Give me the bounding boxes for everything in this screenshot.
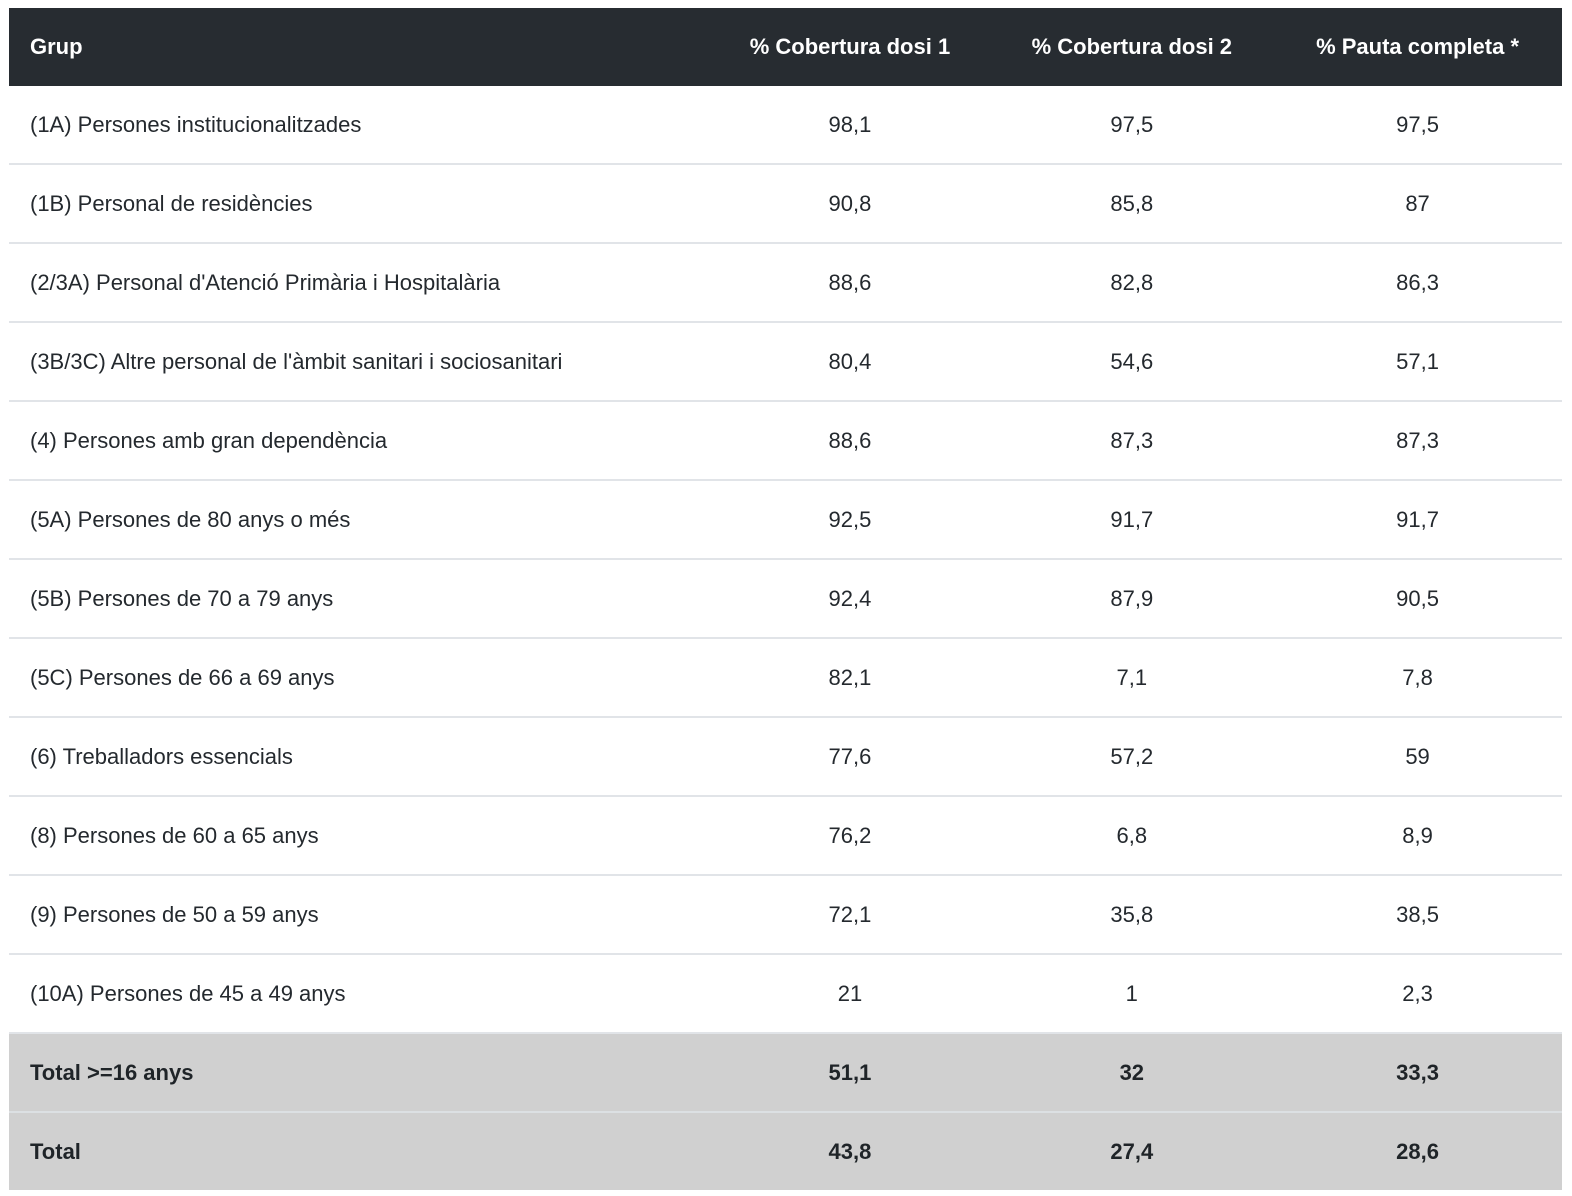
table-row: (1A) Persones institucionalitzades 98,1 97… <box>9 86 1562 165</box>
value-cell-dosi2: 87,9 <box>990 559 1274 639</box>
value-cell-dosi1: 51,1 <box>709 1033 991 1113</box>
table-row: (5B) Persones de 70 a 79 anys 92,4 87,9 90,… <box>9 559 1562 639</box>
value-cell-dosi2: 91,7 <box>990 480 1274 560</box>
value-cell-dosi2: 54,6 <box>990 322 1274 402</box>
value-cell-pauta: 57,1 <box>1273 322 1562 402</box>
table-body: (1A) Persones institucionalitzades 98,1 97… <box>9 86 1562 1190</box>
value-cell-dosi1: 21 <box>709 954 991 1034</box>
table-row: (4) Persones amb gran dependència 88,6 87,… <box>9 401 1562 481</box>
value-cell-dosi1: 92,5 <box>709 480 991 560</box>
value-cell-dosi1: 77,6 <box>709 717 991 797</box>
value-cell-pauta: 7,8 <box>1273 638 1562 718</box>
table-row: (9) Persones de 50 a 59 anys 72,1 35,8 38,5 <box>9 875 1562 955</box>
group-cell: (3B/3C) Altre personal de l'àmbit sanita… <box>9 322 710 402</box>
value-cell-pauta: 8,9 <box>1273 796 1562 876</box>
column-header-dosi1: % Cobertura dosi 1 <box>709 8 991 86</box>
value-cell-dosi1: 82,1 <box>709 638 991 718</box>
table-header-row: Grup% Cobertura dosi 1% Cobertura dosi 2… <box>9 8 1562 86</box>
total-row: Total >=16 anys 51,1 32 33,3 <box>9 1033 1562 1113</box>
value-cell-pauta: 33,3 <box>1273 1033 1562 1113</box>
value-cell-dosi2: 6,8 <box>990 796 1274 876</box>
value-cell-dosi1: 92,4 <box>709 559 991 639</box>
value-cell-pauta: 87,3 <box>1273 401 1562 481</box>
group-cell: Total >=16 anys <box>9 1033 710 1113</box>
value-cell-pauta: 91,7 <box>1273 480 1562 560</box>
value-cell-dosi1: 76,2 <box>709 796 991 876</box>
value-cell-dosi2: 35,8 <box>990 875 1274 955</box>
coverage-table-container: Grup% Cobertura dosi 1% Cobertura dosi 2… <box>9 8 1562 1190</box>
value-cell-dosi2: 32 <box>990 1033 1274 1113</box>
group-cell: (6) Treballadors essencials <box>9 717 710 797</box>
table-row: (5A) Persones de 80 anys o més 92,5 91,7 91… <box>9 480 1562 560</box>
group-cell: (10A) Persones de 45 a 49 anys <box>9 954 710 1034</box>
table-row: (8) Persones de 60 a 65 anys 76,2 6,8 8,9 <box>9 796 1562 876</box>
group-cell: Total <box>9 1112 710 1190</box>
group-cell: (1B) Personal de residències <box>9 164 710 244</box>
group-cell: (4) Persones amb gran dependència <box>9 401 710 481</box>
table-row: (10A) Persones de 45 a 49 anys 21 1 2,3 <box>9 954 1562 1034</box>
column-header-dosi2: % Cobertura dosi 2 <box>990 8 1274 86</box>
table-row: (6) Treballadors essencials 77,6 57,2 59 <box>9 717 1562 797</box>
value-cell-dosi1: 88,6 <box>709 243 991 323</box>
value-cell-dosi1: 43,8 <box>709 1112 991 1190</box>
group-cell: (9) Persones de 50 a 59 anys <box>9 875 710 955</box>
table-row: (5C) Persones de 66 a 69 anys 82,1 7,1 7,8 <box>9 638 1562 718</box>
total-row: Total 43,8 27,4 28,6 <box>9 1112 1562 1190</box>
coverage-table: Grup% Cobertura dosi 1% Cobertura dosi 2… <box>9 8 1562 1190</box>
group-cell: (1A) Persones institucionalitzades <box>9 86 710 165</box>
value-cell-dosi2: 1 <box>990 954 1274 1034</box>
value-cell-dosi2: 7,1 <box>990 638 1274 718</box>
value-cell-dosi2: 85,8 <box>990 164 1274 244</box>
column-header-pauta: % Pauta completa * <box>1273 8 1562 86</box>
value-cell-dosi1: 98,1 <box>709 86 991 165</box>
table-row: (2/3A) Personal d'Atenció Primària i Hos… <box>9 243 1562 323</box>
value-cell-pauta: 90,5 <box>1273 559 1562 639</box>
group-cell: (5A) Persones de 80 anys o més <box>9 480 710 560</box>
value-cell-pauta: 87 <box>1273 164 1562 244</box>
table-row: (1B) Personal de residències 90,8 85,8 87 <box>9 164 1562 244</box>
value-cell-pauta: 2,3 <box>1273 954 1562 1034</box>
group-cell: (5B) Persones de 70 a 79 anys <box>9 559 710 639</box>
value-cell-dosi1: 80,4 <box>709 322 991 402</box>
column-header-grup: Grup <box>9 8 710 86</box>
value-cell-dosi2: 27,4 <box>990 1112 1274 1190</box>
table-row: (3B/3C) Altre personal de l'àmbit sanita… <box>9 322 1562 402</box>
group-cell: (8) Persones de 60 a 65 anys <box>9 796 710 876</box>
value-cell-dosi2: 57,2 <box>990 717 1274 797</box>
value-cell-dosi1: 88,6 <box>709 401 991 481</box>
value-cell-pauta: 59 <box>1273 717 1562 797</box>
value-cell-dosi1: 90,8 <box>709 164 991 244</box>
group-cell: (2/3A) Personal d'Atenció Primària i Hos… <box>9 243 710 323</box>
value-cell-pauta: 86,3 <box>1273 243 1562 323</box>
value-cell-pauta: 97,5 <box>1273 86 1562 165</box>
value-cell-dosi2: 97,5 <box>990 86 1274 165</box>
value-cell-pauta: 38,5 <box>1273 875 1562 955</box>
value-cell-dosi2: 87,3 <box>990 401 1274 481</box>
value-cell-dosi2: 82,8 <box>990 243 1274 323</box>
group-cell: (5C) Persones de 66 a 69 anys <box>9 638 710 718</box>
value-cell-dosi1: 72,1 <box>709 875 991 955</box>
value-cell-pauta: 28,6 <box>1273 1112 1562 1190</box>
